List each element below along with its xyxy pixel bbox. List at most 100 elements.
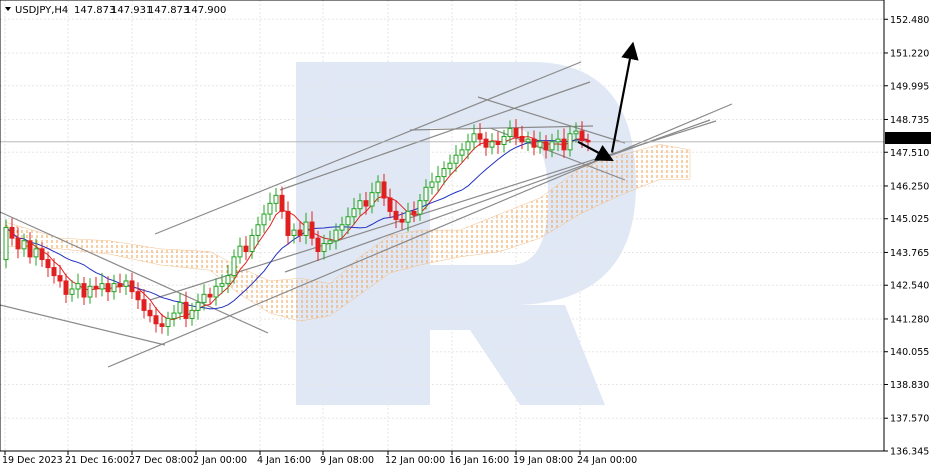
close-value: 147.900 <box>185 5 226 16</box>
candle-body <box>447 162 453 170</box>
candle-body <box>237 245 243 258</box>
x-tick-label: 21 Dec 16:00 <box>65 455 129 466</box>
y-tick-label: 151.220 <box>890 48 929 59</box>
candle-body <box>87 285 93 298</box>
candle-body <box>147 309 153 317</box>
down-arrow-icon <box>577 140 614 161</box>
x-tick-label: 4 Jan 16:00 <box>257 455 311 466</box>
candle-body <box>501 135 507 145</box>
candle-body <box>285 210 291 236</box>
candle-body <box>165 317 171 327</box>
y-tick-label: 146.250 <box>890 181 929 192</box>
candle-body <box>27 240 33 258</box>
x-tick-label: 19 Jan 08:00 <box>513 455 573 466</box>
candle-body <box>183 301 189 319</box>
forecast-arrows <box>577 41 639 161</box>
y-tick-label: 141.280 <box>890 314 929 325</box>
candle-body <box>399 218 405 223</box>
candle-body <box>441 168 447 178</box>
candle-body <box>177 301 183 314</box>
candle-body <box>57 275 63 282</box>
y-tick-label: 137.570 <box>890 414 929 425</box>
candle-body <box>519 135 525 143</box>
candle-body <box>99 283 105 290</box>
candle-body <box>291 229 297 236</box>
candle-body <box>261 213 267 226</box>
candle-body <box>393 210 399 220</box>
candle-body <box>321 242 327 253</box>
x-tick-label: 9 Jan 08:00 <box>320 455 374 466</box>
open-value: 147.873 <box>74 5 115 16</box>
candle-body <box>537 141 543 148</box>
candle-body <box>561 138 567 151</box>
candle-body <box>153 315 159 325</box>
candle-body <box>105 283 111 293</box>
x-tick-label: 27 Dec 08:00 <box>129 455 193 466</box>
candle-body <box>63 280 69 295</box>
candle-body <box>135 291 141 301</box>
candle-body <box>39 248 45 261</box>
x-tick-label: 19 Dec 2023 <box>2 455 63 466</box>
candles <box>3 119 591 336</box>
candle-body <box>303 221 309 236</box>
y-tick-label: 152.480 <box>890 15 929 26</box>
y-tick-label: 149.995 <box>890 81 929 92</box>
candle-body <box>159 323 165 327</box>
candle-body <box>549 141 555 151</box>
candle-body <box>21 240 27 250</box>
candle-body <box>75 283 81 290</box>
candle-body <box>69 288 75 295</box>
candle-body <box>255 224 261 236</box>
candle-body <box>477 133 483 140</box>
candle-body <box>489 141 495 148</box>
candle-body <box>111 283 117 293</box>
candle-body <box>9 226 15 239</box>
candle-body <box>81 283 87 298</box>
x-tick-label: 12 Jan 00:00 <box>385 455 445 466</box>
channel-line <box>149 120 717 301</box>
y-tick-label: 138.830 <box>890 380 929 391</box>
up-arrow-icon <box>610 41 639 153</box>
candle-body <box>417 200 423 215</box>
chart-header: USDJPY,H4 147.873 147.931 147.873 147.90… <box>5 5 226 16</box>
candle-body <box>3 226 9 261</box>
y-tick-label: 148.735 <box>890 115 929 126</box>
candle-body <box>573 130 579 135</box>
candle-body <box>531 138 537 148</box>
candle-body <box>339 224 345 231</box>
channel-line <box>0 211 269 334</box>
cloud-band <box>4 144 691 322</box>
candle-body <box>351 208 357 218</box>
channel-line <box>107 103 733 368</box>
candle-body <box>375 181 381 194</box>
candle-body <box>543 141 549 151</box>
candle-body <box>195 301 201 311</box>
candle-body <box>453 154 459 164</box>
time-axis: 19 Dec 2023 21 Dec 16:00 27 Dec 08:00 2 Jan… <box>2 451 637 466</box>
candle-body <box>333 229 339 242</box>
candle-body <box>507 127 513 137</box>
y-tick-label: 142.540 <box>890 281 929 292</box>
candle-body <box>279 194 285 212</box>
channel-line <box>477 96 626 144</box>
trend-lines <box>0 61 884 368</box>
candle-body <box>51 267 57 277</box>
current-price-label: 147.900 <box>888 134 927 145</box>
candle-body <box>555 138 561 143</box>
collapse-triangle-icon[interactable] <box>5 7 11 11</box>
candle-body <box>231 256 237 277</box>
candle-body <box>207 293 213 298</box>
candle-body <box>459 149 465 156</box>
candle-body <box>471 133 477 143</box>
x-tick-label: 2 Jan 00:00 <box>193 455 247 466</box>
candle-body <box>249 234 255 253</box>
candle-body <box>579 130 585 141</box>
y-tick-label: 140.055 <box>890 347 929 358</box>
candle-body <box>387 197 393 212</box>
candle-body <box>93 285 99 290</box>
price-axis: 152.480 151.220 149.995 148.735 147.510 146.2… <box>884 15 929 458</box>
candle-body <box>123 280 129 287</box>
channel-line <box>409 125 594 131</box>
